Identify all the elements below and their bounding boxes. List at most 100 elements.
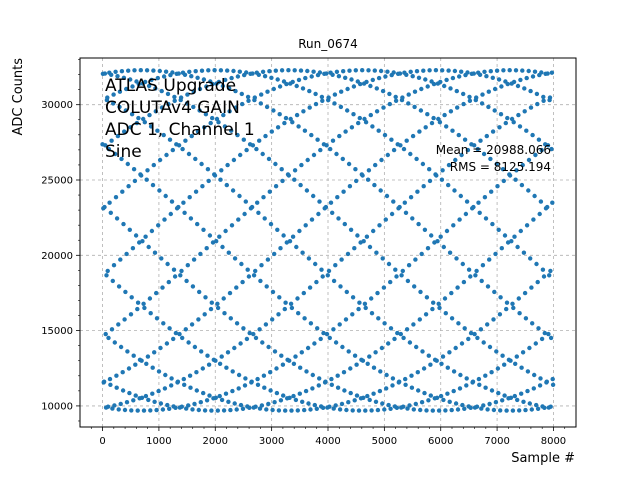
data-point — [258, 101, 263, 106]
data-point — [310, 372, 315, 378]
data-point — [487, 344, 493, 350]
data-point — [294, 244, 299, 250]
data-point — [513, 177, 518, 182]
data-point — [129, 112, 135, 117]
data-point — [283, 115, 289, 121]
data-point — [505, 81, 510, 87]
data-point — [124, 400, 130, 405]
x-tick-label: 8000 — [541, 436, 566, 447]
data-point — [305, 157, 310, 163]
data-point — [220, 83, 226, 89]
data-point — [155, 128, 160, 133]
data-point — [376, 75, 382, 81]
data-point — [391, 70, 396, 75]
data-point — [215, 408, 220, 413]
data-point — [123, 108, 128, 113]
data-point — [338, 104, 344, 110]
data-point — [283, 300, 288, 305]
data-point — [128, 312, 134, 317]
data-point — [186, 151, 192, 157]
data-point — [221, 296, 226, 301]
data-point — [410, 216, 415, 221]
data-point — [271, 108, 276, 113]
data-point — [502, 362, 507, 367]
data-point — [501, 68, 506, 73]
data-point — [234, 285, 239, 290]
data-point — [164, 341, 170, 346]
data-point — [459, 341, 465, 346]
data-point — [388, 326, 394, 331]
data-point — [331, 278, 337, 284]
data-point — [489, 370, 494, 375]
data-point — [184, 406, 189, 411]
data-point — [142, 120, 147, 125]
data-point — [173, 330, 179, 336]
data-point — [546, 331, 551, 337]
data-point — [324, 143, 329, 148]
data-point — [493, 251, 498, 257]
data-point — [168, 211, 173, 217]
data-point — [152, 350, 157, 355]
data-point — [313, 91, 318, 97]
data-point — [301, 109, 306, 114]
data-point — [143, 79, 148, 85]
data-point — [498, 112, 504, 117]
data-point — [149, 77, 154, 83]
data-point — [146, 397, 151, 403]
data-point — [176, 71, 181, 76]
data-point — [160, 407, 166, 412]
data-point — [260, 69, 266, 75]
data-point — [231, 68, 236, 74]
data-point — [184, 278, 189, 284]
data-point — [547, 273, 552, 278]
data-point — [177, 331, 182, 337]
data-point — [530, 74, 536, 79]
data-point — [172, 94, 177, 100]
data-point — [528, 105, 534, 110]
data-point — [165, 261, 170, 267]
data-point — [117, 89, 123, 94]
data-point — [368, 112, 373, 118]
data-point — [442, 296, 448, 301]
data-point — [337, 322, 342, 327]
data-point — [365, 361, 370, 366]
data-point — [424, 295, 430, 300]
data-point — [364, 79, 369, 85]
data-point — [401, 335, 406, 341]
data-point — [414, 156, 419, 162]
data-point — [309, 74, 314, 79]
data-point — [495, 366, 501, 371]
data-point — [442, 83, 447, 89]
data-point — [103, 331, 108, 337]
data-point — [490, 75, 495, 81]
data-point — [189, 74, 194, 79]
data-point — [449, 290, 454, 296]
data-point — [486, 89, 491, 94]
data-point — [173, 405, 178, 410]
data-point — [534, 91, 540, 97]
data-point — [109, 72, 114, 78]
y-tick-label: 20000 — [41, 251, 73, 262]
data-point — [228, 407, 233, 413]
data-point — [389, 137, 394, 142]
data-point — [350, 408, 355, 413]
data-point — [273, 161, 278, 167]
data-point — [199, 349, 204, 354]
data-point — [258, 278, 263, 284]
data-point — [105, 95, 110, 100]
data-point — [189, 133, 194, 139]
data-point — [454, 88, 459, 94]
data-point — [195, 75, 200, 81]
data-point — [141, 408, 147, 413]
data-point — [332, 101, 337, 106]
data-point — [317, 70, 323, 75]
data-point — [240, 406, 246, 411]
data-point — [365, 177, 371, 182]
data-point — [191, 257, 197, 262]
data-point — [527, 345, 532, 351]
data-point — [404, 327, 410, 332]
data-point — [205, 353, 210, 358]
data-point — [354, 178, 359, 184]
data-point — [368, 83, 373, 89]
data-point — [541, 94, 546, 100]
